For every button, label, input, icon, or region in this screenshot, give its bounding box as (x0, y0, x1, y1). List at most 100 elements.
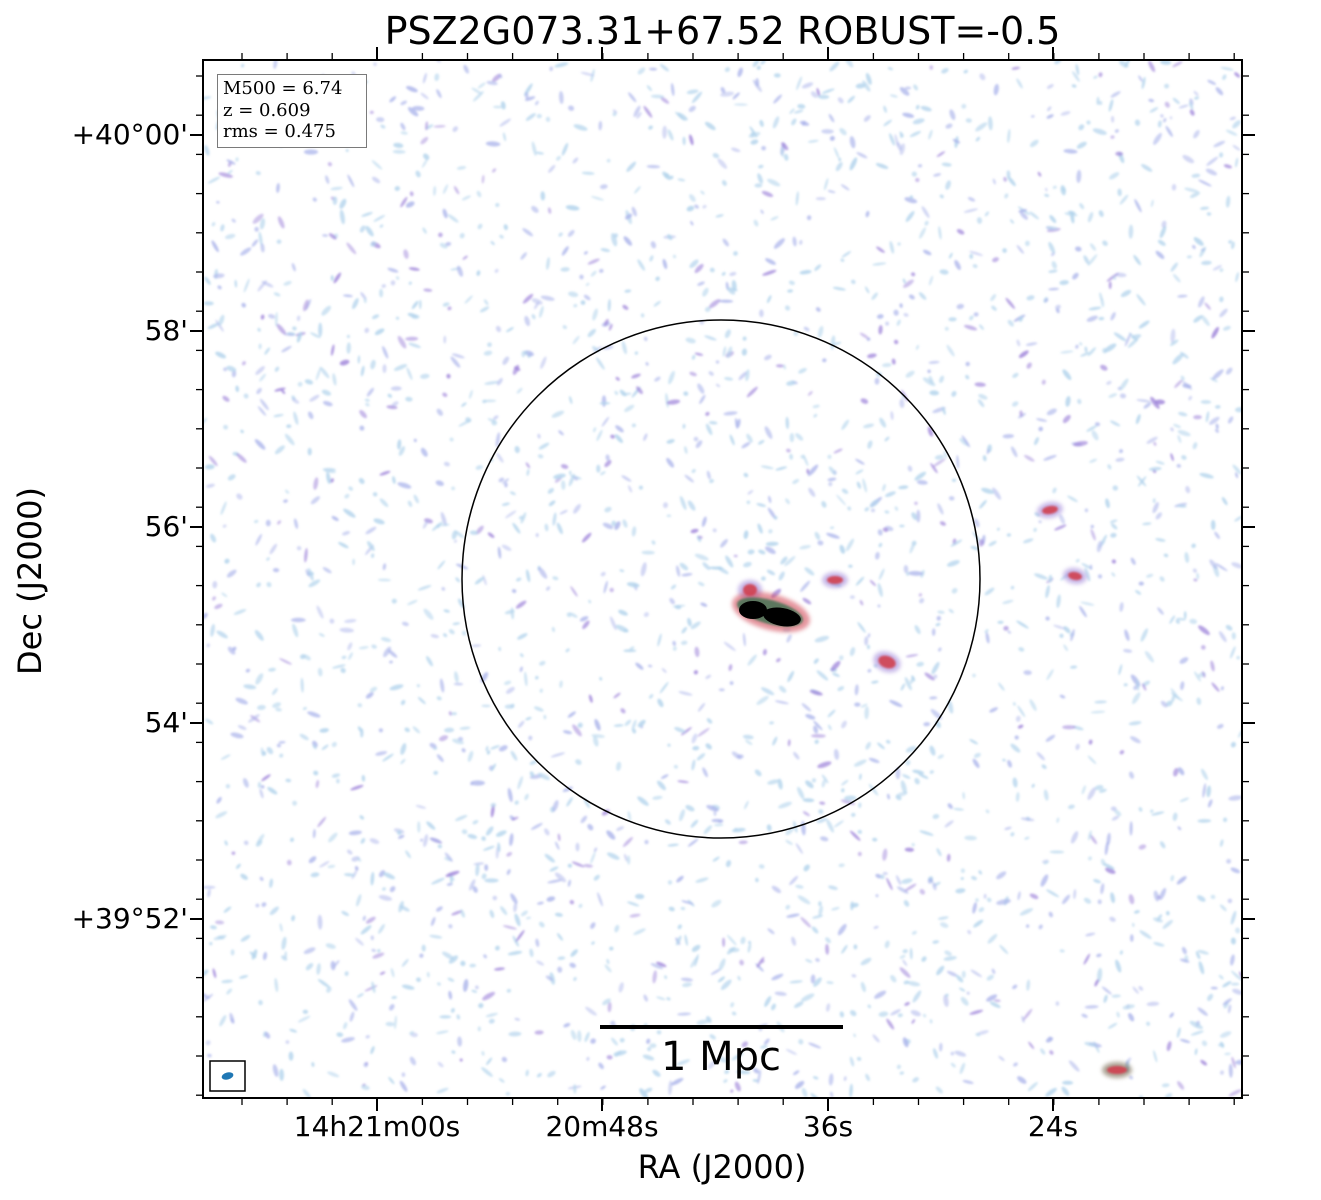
noise-blob (767, 928, 775, 935)
noise-blob (897, 1013, 903, 1018)
noise-blob (1235, 407, 1242, 413)
noise-blob (988, 540, 997, 547)
noise-blob (442, 184, 449, 195)
noise-blob (1119, 378, 1129, 391)
noise-blob (794, 1080, 805, 1089)
noise-blob (341, 1037, 355, 1043)
noise-blob (975, 898, 979, 902)
noise-blob (667, 843, 679, 847)
noise-blob (855, 83, 866, 89)
noise-blob (205, 718, 214, 725)
noise-blob (255, 533, 262, 546)
noise-blob (969, 250, 983, 256)
noise-blob (380, 637, 392, 643)
noise-blob (1130, 934, 1134, 942)
noise-blob (336, 1032, 344, 1038)
noise-blob (349, 1011, 355, 1022)
noise-blob (216, 200, 220, 204)
noise-blob (903, 900, 910, 907)
noise-blob (235, 863, 241, 869)
noise-blob (620, 708, 626, 714)
noise-blob (795, 843, 803, 854)
noise-blob (236, 493, 243, 500)
noise-blob (1107, 464, 1112, 470)
noise-blob (383, 646, 392, 658)
noise-blob (889, 133, 895, 146)
noise-blob (681, 573, 693, 577)
noise-blob (927, 369, 931, 373)
noise-blob (644, 839, 649, 845)
noise-blob (863, 423, 875, 429)
noise-blob (538, 442, 550, 450)
noise-blob (680, 726, 692, 736)
noise-blob (1223, 164, 1232, 169)
noise-blob (885, 739, 891, 744)
noise-blob (1177, 294, 1188, 298)
noise-blob (889, 240, 895, 254)
m500-text: M500 = 6.74 (223, 78, 343, 99)
noise-blob (256, 387, 262, 395)
noise-blob (308, 856, 317, 864)
noise-blob (259, 788, 264, 799)
noise-blob (730, 1089, 734, 1093)
noise-blob (640, 562, 647, 577)
noise-blob (628, 485, 633, 493)
noise-blob (1199, 206, 1210, 210)
noise-blob (241, 302, 247, 308)
noise-blob (493, 105, 503, 109)
noise-blob (300, 654, 306, 660)
noise-blob (681, 900, 694, 905)
noise-blob (832, 341, 842, 346)
noise-blob (951, 390, 957, 397)
noise-blob (498, 745, 508, 752)
r500-circle (461, 319, 981, 839)
noise-blob (689, 134, 694, 146)
noise-blob (1020, 817, 1035, 822)
noise-blob (862, 80, 871, 92)
noise-blob (1110, 135, 1115, 139)
noise-blob (257, 406, 267, 416)
noise-blob (1116, 1011, 1120, 1018)
noise-blob (737, 975, 741, 981)
noise-blob (389, 1004, 395, 1011)
noise-blob (676, 1059, 690, 1066)
noise-blob (1219, 1031, 1232, 1038)
noise-blob (243, 778, 249, 788)
noise-blob (713, 823, 724, 827)
noise-blob (649, 67, 658, 71)
noise-blob (1044, 193, 1050, 197)
noise-blob (679, 495, 687, 511)
noise-blob (216, 630, 228, 639)
noise-blob (836, 494, 846, 506)
noise-blob (258, 343, 262, 350)
noise-blob (1110, 312, 1116, 321)
noise-blob (899, 967, 911, 978)
noise-blob (283, 280, 292, 286)
noise-blob (1075, 63, 1080, 76)
noise-blob (830, 660, 841, 672)
noise-blob (285, 778, 292, 783)
noise-blob (608, 323, 613, 331)
noise-blob (849, 647, 856, 657)
noise-blob (370, 1046, 375, 1055)
noise-blob (772, 116, 780, 129)
noise-blob (526, 468, 530, 476)
noise-blob (733, 251, 738, 256)
noise-blob (844, 60, 854, 68)
noise-blob (797, 786, 805, 800)
noise-blob (281, 345, 292, 353)
noise-blob (1111, 994, 1121, 998)
noise-blob (293, 518, 299, 529)
noise-blob (746, 433, 753, 443)
noise-blob (679, 809, 685, 822)
noise-blob (289, 1028, 298, 1033)
noise-blob (394, 186, 400, 191)
noise-blob (1132, 986, 1139, 994)
noise-blob (722, 937, 726, 948)
noise-blob (1176, 504, 1187, 508)
noise-blob (1015, 792, 1020, 802)
noise-blob (918, 773, 929, 779)
noise-blob (902, 949, 908, 954)
noise-blob (865, 210, 870, 218)
